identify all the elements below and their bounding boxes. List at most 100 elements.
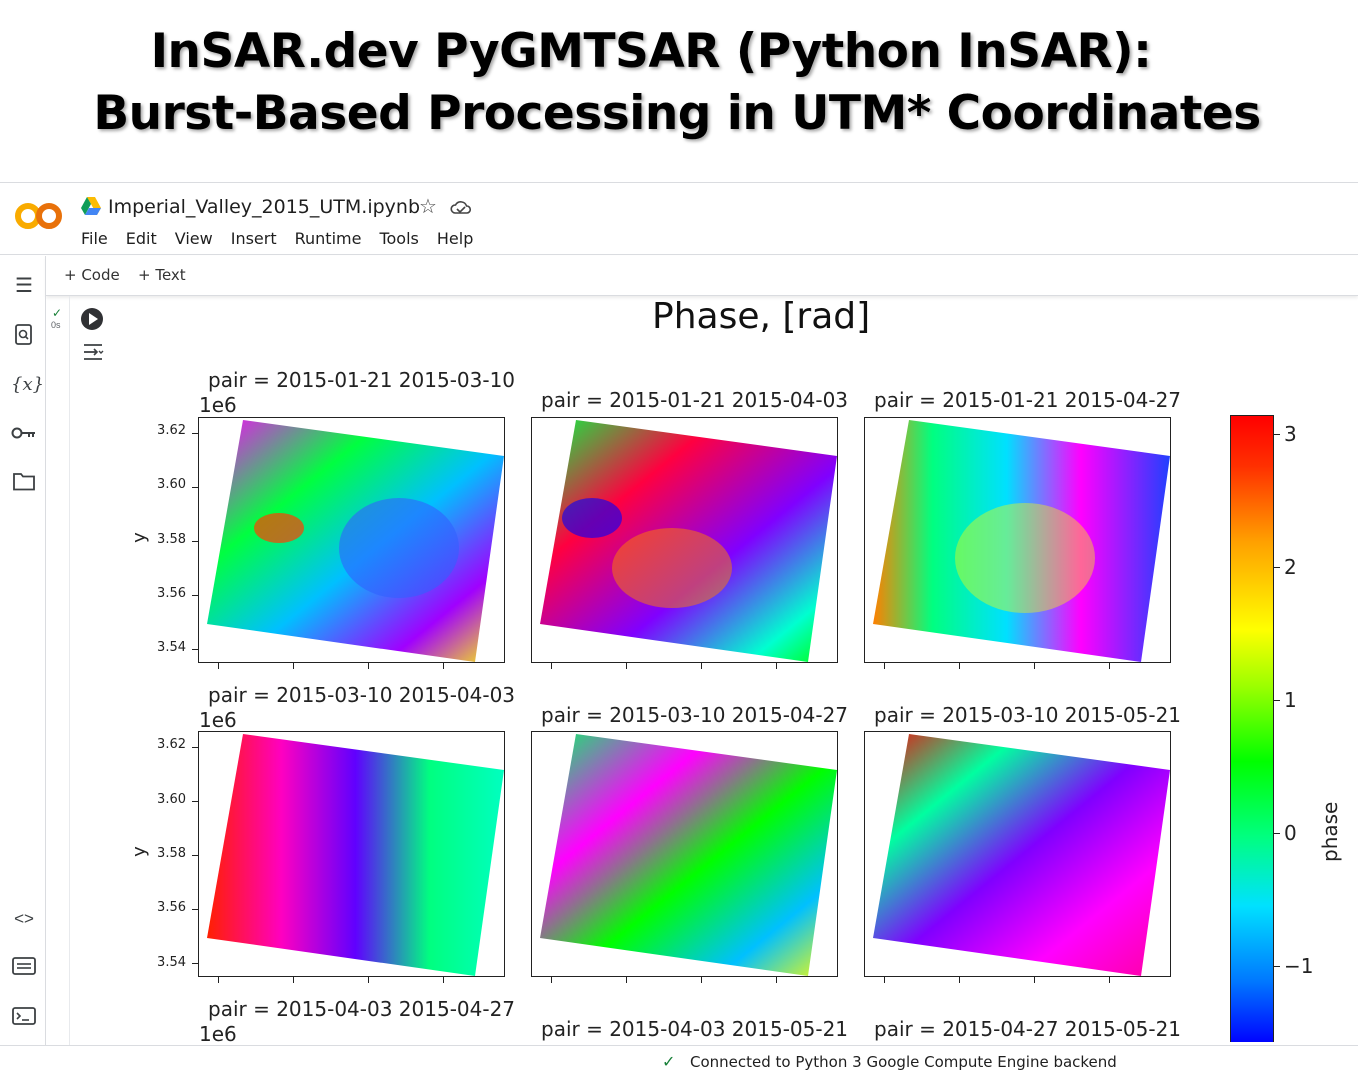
x-tick-mark [368,663,369,669]
phase-map-6 [873,734,1170,976]
y-tick-mark [192,801,198,802]
status-text: Connected to Python 3 Google Compute Eng… [690,1053,1117,1071]
x-tick-mark [443,663,444,669]
colorbar-tick-label: 3 [1284,422,1297,446]
ytick-label: 3.56 [157,900,186,915]
key-icon[interactable] [11,422,37,448]
x-tick-mark [1034,977,1035,983]
colorbar-tick [1274,567,1280,568]
colorbar-tick [1274,966,1280,967]
x-tick-mark [626,663,627,669]
banner: InSAR.dev PyGMTSAR (Python InSAR): Burst… [0,0,1358,182]
x-tick-mark [368,977,369,983]
header: Imperial_Valley_2015_UTM.ipynb ☆ File Ed… [0,183,1358,255]
menu-bar: File Edit View Insert Runtime Tools Help [81,229,491,248]
menu-view[interactable]: View [174,229,213,248]
x-tick-mark [1109,977,1110,983]
toolbar: + Code + Text [46,256,1358,296]
sci-offset-row3: 1e6 [199,1022,237,1042]
y-tick-mark [192,541,198,542]
x-tick-mark [959,977,960,983]
phase-map-3 [873,420,1170,662]
y-axis-label: y [128,846,150,857]
output-actions-icon[interactable] [81,341,105,363]
x-tick-mark [293,977,294,983]
menu-help[interactable]: Help [436,229,474,248]
star-icon[interactable]: ☆ [419,196,437,218]
x-tick-mark [701,977,702,983]
x-tick-mark [959,663,960,669]
panel-axes-4 [198,731,505,977]
ytick-label: 3.60 [157,477,186,492]
command-palette-icon[interactable] [11,956,37,982]
variables-icon[interactable]: {x} [11,374,45,395]
add-text-button[interactable]: + Text [138,266,186,284]
drive-icon [81,197,101,215]
y-tick-mark [192,649,198,650]
y-tick-mark [192,909,198,910]
cloud-icon[interactable] [450,198,472,216]
panel-axes-1 [198,417,505,663]
colorbar [1230,415,1274,1042]
colorbar-tick [1274,700,1280,701]
x-tick-mark [551,977,552,983]
ytick-label: 3.54 [157,640,186,655]
run-cell-button[interactable] [81,308,103,330]
x-tick-mark [626,977,627,983]
panel-title-4: pair = 2015-03-10 2015-04-03 [208,683,516,707]
panel-title-1: pair = 2015-01-21 2015-03-10 [208,368,516,392]
sci-offset-row2: 1e6 [199,708,237,732]
phase-map-1 [207,420,504,662]
add-code-button[interactable]: + Code [64,266,120,284]
x-tick-mark [443,977,444,983]
colab-logo-icon[interactable] [14,201,64,231]
code-snippets-icon[interactable]: <> [14,909,34,928]
x-tick-mark [293,663,294,669]
x-tick-mark [884,977,885,983]
folder-icon[interactable] [11,471,37,497]
x-tick-mark [218,977,219,983]
banner-title-line2: Burst-Based Processing in UTM* Coordinat… [93,86,1261,141]
menu-file[interactable]: File [81,229,108,248]
banner-title-line1: InSAR.dev PyGMTSAR (Python InSAR): [150,24,1152,79]
x-tick-mark [776,663,777,669]
panel-title-2: pair = 2015-01-21 2015-04-03 [541,388,849,412]
status-bar: ✓ Connected to Python 3 Google Compute E… [0,1045,1358,1076]
ytick-label: 3.58 [157,846,186,861]
x-tick-mark [218,663,219,669]
x-tick-mark [551,663,552,669]
toc-icon[interactable]: ☰ [15,275,33,297]
colorbar-tick-label: −1 [1284,954,1314,978]
ytick-label: 3.62 [157,423,186,438]
y-tick-mark [192,487,198,488]
colorbar-tick [1274,434,1280,435]
notebook-title[interactable]: Imperial_Valley_2015_UTM.ipynb [108,196,421,218]
terminal-icon[interactable] [11,1006,37,1032]
menu-insert[interactable]: Insert [230,229,277,248]
panel-title-6: pair = 2015-03-10 2015-05-21 [874,703,1182,727]
menu-edit[interactable]: Edit [125,229,157,248]
x-tick-mark [884,663,885,669]
panel-axes-3 [864,417,1171,663]
panel-title-8: pair = 2015-04-03 2015-05-21 [541,1017,849,1041]
ytick-label: 3.58 [157,532,186,547]
panel-title-3: pair = 2015-01-21 2015-04-27 [874,388,1182,412]
panel-title-5: pair = 2015-03-10 2015-04-27 [541,703,849,727]
figure-output: Phase, [rad] pair = 2015-01-21 2015-03-1… [110,290,1358,1042]
ytick-label: 3.60 [157,792,186,807]
y-tick-mark [192,595,198,596]
exec-time: 0s [51,320,61,330]
panel-title-7: pair = 2015-04-03 2015-04-27 [208,997,516,1021]
search-icon[interactable] [11,323,37,349]
x-tick-mark [701,663,702,669]
panel-axes-2 [531,417,838,663]
x-tick-mark [776,977,777,983]
sci-offset-row1: 1e6 [199,393,237,417]
menu-tools[interactable]: Tools [379,229,419,248]
ytick-label: 3.56 [157,586,186,601]
x-tick-mark [1034,663,1035,669]
connected-check-icon: ✓ [662,1054,676,1071]
menu-runtime[interactable]: Runtime [294,229,362,248]
x-tick-mark [1109,663,1110,669]
panel-title-9: pair = 2015-04-27 2015-05-21 [874,1017,1182,1041]
